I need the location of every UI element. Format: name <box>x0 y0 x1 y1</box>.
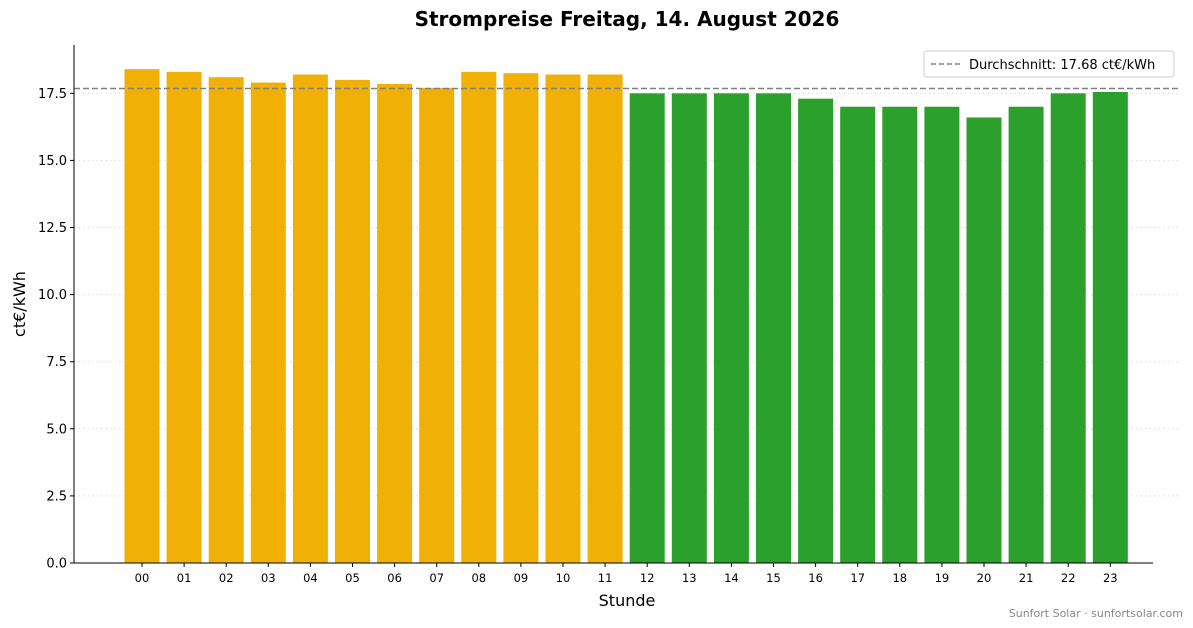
x-tick-label: 20 <box>977 571 992 585</box>
bar <box>1050 93 1086 563</box>
x-ticks: 00 01 02 03 04 05 06 07 08 09 10 11 12 13 14 15 16 17 18 19… <box>135 563 1118 585</box>
y-tick-label: 7.5 <box>46 355 67 370</box>
bar <box>377 83 413 563</box>
y-tick-label: 10.0 <box>38 288 67 303</box>
bar <box>587 74 623 563</box>
bar <box>1092 91 1128 564</box>
bar <box>882 106 918 564</box>
bar <box>1008 106 1044 564</box>
x-tick-label: 19 <box>935 571 950 585</box>
x-tick-label: 11 <box>598 571 613 585</box>
bar <box>166 71 202 563</box>
bar <box>461 71 497 563</box>
x-tick-label: 09 <box>514 571 529 585</box>
x-tick-label: 15 <box>766 571 781 585</box>
bar <box>208 77 244 564</box>
y-tick-label: 5.0 <box>46 422 67 437</box>
legend: Durchschnitt: 17.68 ct€/kWh <box>923 50 1175 78</box>
x-tick-label: 00 <box>135 571 150 585</box>
x-tick-label: 14 <box>724 571 739 585</box>
bar <box>713 93 749 563</box>
x-tick-label: 04 <box>303 571 318 585</box>
bar <box>545 74 581 563</box>
legend-average-label: Durchschnitt: 17.68 ct€/kWh <box>969 58 1155 73</box>
y-tick-label: 12.5 <box>38 221 67 236</box>
x-tick-label: 07 <box>429 571 444 585</box>
y-tick-label: 17.5 <box>38 87 67 102</box>
x-tick-label: 05 <box>345 571 360 585</box>
y-tick-label: 2.5 <box>46 489 67 504</box>
footer-credit: Sunfort Solar · sunfortsolar.com <box>1008 607 1183 620</box>
x-tick-label: 06 <box>387 571 402 585</box>
x-tick-label: 03 <box>261 571 276 585</box>
y-ticks: 0.0 2.5 5.0 7.5 10.0 12.5 15.0 17.5 <box>38 87 74 572</box>
x-tick-label: 08 <box>471 571 486 585</box>
x-tick-label: 16 <box>808 571 823 585</box>
x-tick-label: 22 <box>1061 571 1076 585</box>
legend-box <box>923 50 1175 78</box>
bar <box>124 69 160 563</box>
x-axis-label: Stunde <box>599 591 656 610</box>
x-tick-label: 10 <box>556 571 571 585</box>
x-tick-label: 12 <box>640 571 655 585</box>
bar <box>966 117 1002 564</box>
y-tick-label: 0.0 <box>46 557 67 572</box>
bar <box>840 106 876 564</box>
x-tick-label: 13 <box>682 571 697 585</box>
bar <box>924 106 960 564</box>
axes <box>73 45 1153 564</box>
y-axis-label: ct€/kWh <box>10 271 29 337</box>
bar <box>798 98 834 563</box>
bar <box>756 93 791 563</box>
x-tick-label: 01 <box>177 571 192 585</box>
x-tick-label: 17 <box>850 571 865 585</box>
bar <box>419 87 455 564</box>
x-tick-label: 02 <box>219 571 234 585</box>
bars <box>124 69 1128 564</box>
bar <box>335 79 370 564</box>
bar <box>250 82 286 563</box>
x-tick-label: 23 <box>1103 571 1118 585</box>
chart-title: Strompreise Freitag, 14. August 2026 <box>415 7 840 31</box>
x-tick-label: 18 <box>892 571 907 585</box>
bar <box>292 74 328 563</box>
y-tick-label: 15.0 <box>38 154 67 169</box>
bar <box>671 93 707 563</box>
x-tick-label: 21 <box>1019 571 1034 585</box>
bar <box>629 93 665 563</box>
bar <box>503 73 539 564</box>
